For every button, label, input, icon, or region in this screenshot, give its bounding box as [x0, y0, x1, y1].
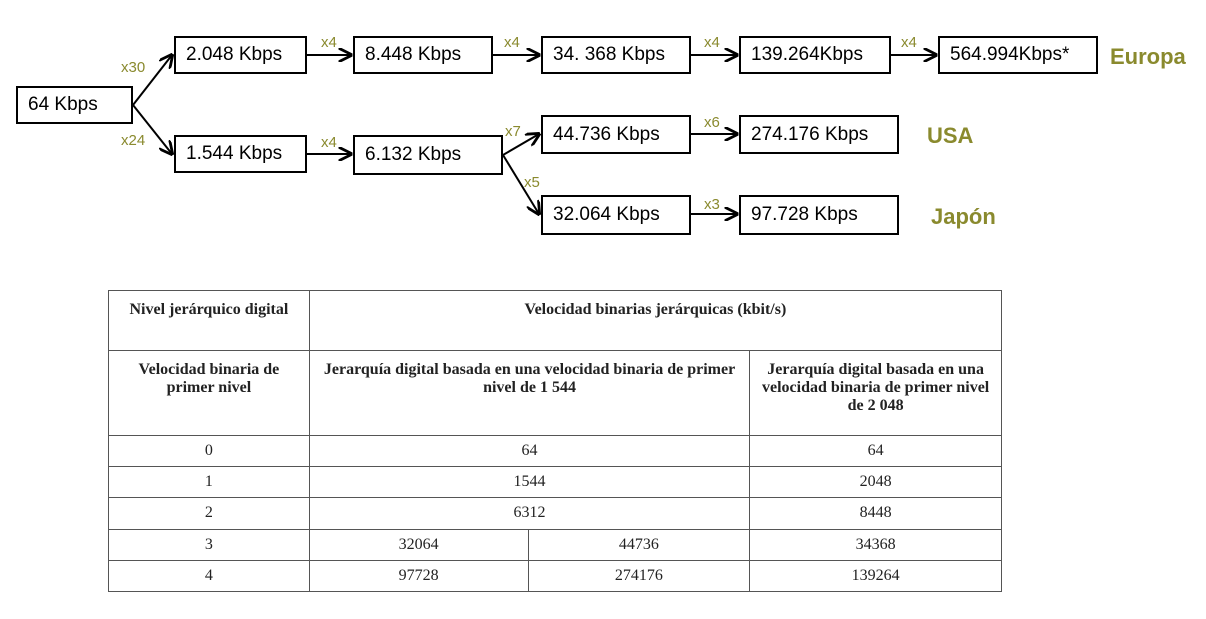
node-jp-1: 32.064 Kbps — [541, 195, 691, 235]
mult-root-europe: x30 — [121, 59, 146, 76]
table-row: 0 64 64 — [108, 434, 1002, 468]
arrow-root-usa — [132, 104, 172, 154]
subheader-first-level: Velocidad binaria de primer nivel — [108, 350, 310, 436]
hierarchy-diagram: 64 Kbps 2.048 Kbps 8.448 Kbps 34. 368 Kb… — [0, 0, 1206, 260]
node-usa-3: 44.736 Kbps — [541, 115, 691, 154]
mult-jp-1: x5 — [524, 174, 540, 191]
subheader-1544: Jerarquía digital basada en una velocida… — [308, 350, 751, 436]
cell-level: 1 — [108, 466, 310, 499]
header-level: Nivel jerárquico digital — [108, 290, 310, 351]
cell-level: 3 — [108, 528, 310, 561]
mult-usa-4: x6 — [704, 114, 720, 131]
cell-2048: 64 — [749, 434, 1002, 468]
mult-eu-3: x4 — [504, 34, 520, 51]
table-subheader-row: Velocidad binaria de primer nivel Jerarq… — [108, 350, 1002, 436]
arrow-jp-1 — [502, 154, 539, 214]
region-label-europe: Europa — [1110, 44, 1186, 69]
cell-2048: 34368 — [749, 528, 1002, 561]
subheader-2048: Jerarquía digital basada en una velocida… — [749, 350, 1002, 436]
region-label-japan: Japón — [931, 204, 996, 229]
node-usa-4: 274.176 Kbps — [739, 115, 899, 154]
node-usa-1: 1.544 Kbps — [174, 135, 307, 173]
cell-1544-usa: 274176 — [527, 559, 751, 593]
cell-1544-japan: 32064 — [308, 528, 529, 561]
table-row: 3 32064 44736 34368 — [108, 528, 1002, 561]
cell-2048: 139264 — [749, 559, 1002, 593]
cell-1544-usa: 44736 — [527, 528, 751, 561]
node-eu-4: 139.264Kbps — [739, 36, 891, 74]
mult-jp-2: x3 — [704, 196, 720, 213]
cell-2048: 8448 — [749, 497, 1002, 530]
node-eu-5: 564.994Kbps* — [938, 36, 1098, 74]
header-rates: Velocidad binarias jerárquicas (kbit/s) — [308, 290, 1003, 351]
cell-1544: 64 — [308, 434, 751, 468]
mult-eu-2: x4 — [321, 34, 337, 51]
table-row: 2 6312 8448 — [108, 497, 1002, 530]
cell-1544-japan: 97728 — [308, 559, 529, 593]
table-row: 4 97728 274176 139264 — [108, 559, 1002, 593]
cell-level: 4 — [108, 559, 310, 593]
table-header-row: Nivel jerárquico digital Velocidad binar… — [108, 290, 1003, 351]
table-row: 1 1544 2048 — [108, 466, 1002, 499]
cell-level: 0 — [108, 434, 310, 468]
node-eu-2: 8.448 Kbps — [353, 36, 493, 74]
cell-level: 2 — [108, 497, 310, 530]
mult-root-usa: x24 — [121, 132, 146, 149]
node-usa-2: 6.132 Kbps — [353, 135, 503, 175]
cell-2048: 2048 — [749, 466, 1002, 499]
node-root: 64 Kbps — [16, 86, 133, 124]
hierarchy-table: Nivel jerárquico digital Velocidad binar… — [108, 290, 1003, 593]
node-jp-2: 97.728 Kbps — [739, 195, 899, 235]
mult-eu-5: x4 — [901, 34, 917, 51]
mult-usa-2: x4 — [321, 134, 337, 151]
mult-eu-4: x4 — [704, 34, 720, 51]
arrow-root-europe — [132, 55, 172, 106]
cell-1544: 6312 — [308, 497, 751, 530]
arrow-usa-2 — [502, 134, 539, 156]
node-eu-1: 2.048 Kbps — [174, 36, 307, 74]
arrow-layer — [132, 0, 1206, 260]
region-label-usa: USA — [927, 123, 974, 148]
mult-usa-3: x7 — [505, 123, 521, 140]
cell-1544: 1544 — [308, 466, 751, 499]
node-eu-3: 34. 368 Kbps — [541, 36, 691, 74]
